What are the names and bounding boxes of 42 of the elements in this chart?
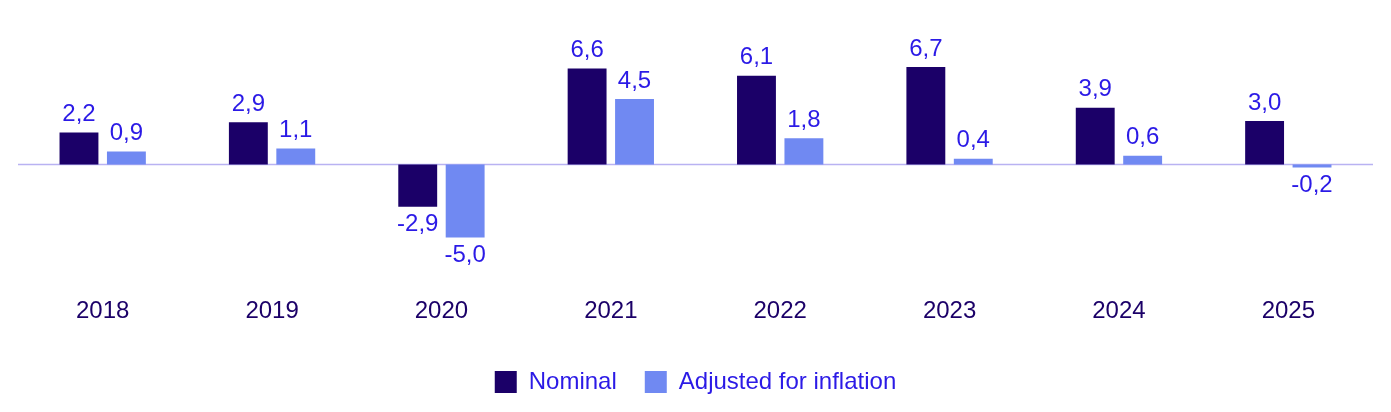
data-label: 2,2 — [62, 99, 96, 127]
x-tick-label: 2022 — [753, 296, 807, 324]
x-tick-label: 2024 — [1092, 296, 1146, 324]
bar — [615, 99, 654, 165]
legend-label: Nominal — [528, 366, 617, 394]
bar — [445, 164, 485, 238]
bar — [906, 66, 946, 165]
bar — [953, 158, 993, 165]
bar — [1123, 155, 1163, 165]
x-tick-label: 2023 — [922, 296, 977, 324]
bar — [784, 138, 824, 165]
x-tick-label: 2020 — [414, 296, 469, 324]
legend-label: Adjusted for inflation — [678, 366, 897, 394]
data-label: 6,7 — [909, 33, 943, 61]
bar — [59, 132, 99, 165]
data-label: -5,0 — [444, 240, 486, 268]
bar — [228, 122, 268, 165]
bar — [1245, 120, 1285, 165]
bar — [567, 68, 607, 165]
x-tick-label: 2018 — [75, 296, 130, 324]
data-label: -2,9 — [397, 209, 439, 237]
data-label: 0,9 — [109, 118, 144, 146]
bar — [1075, 107, 1115, 165]
data-label: 4,5 — [617, 65, 652, 93]
bar — [1292, 164, 1332, 168]
data-label: 0,6 — [1125, 122, 1160, 150]
data-label: 1,1 — [279, 115, 313, 143]
x-tick-label: 2025 — [1261, 296, 1316, 324]
x-tick-label: 2021 — [584, 296, 638, 324]
data-label: 3,0 — [1247, 87, 1282, 115]
data-label: -0,2 — [1291, 170, 1333, 198]
x-tick-label: 2019 — [245, 296, 299, 324]
data-label: 1,8 — [787, 104, 821, 132]
data-label: 0,4 — [956, 125, 990, 153]
data-label: 3,9 — [1078, 74, 1112, 102]
bar — [276, 148, 316, 165]
data-label: 6,1 — [739, 42, 774, 70]
bar — [737, 75, 776, 165]
bar — [398, 164, 438, 207]
data-label: 2,9 — [231, 88, 266, 116]
data-label: 6,6 — [570, 35, 604, 63]
bar — [106, 151, 146, 165]
